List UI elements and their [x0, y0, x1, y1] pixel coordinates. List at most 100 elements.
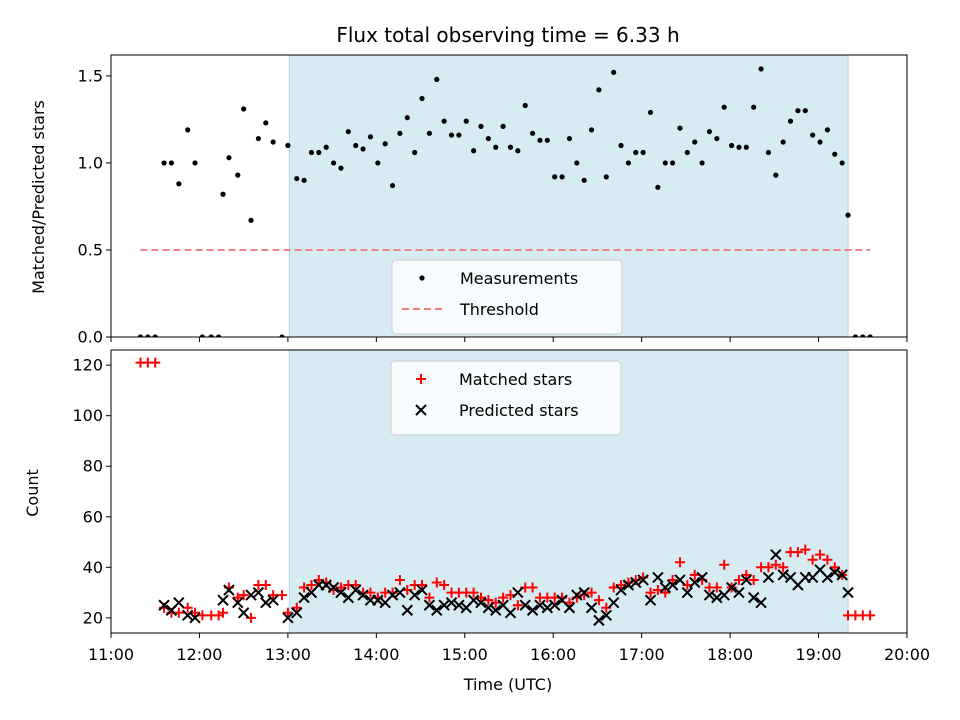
predicted-star-point [652, 571, 664, 584]
predicted-star-point [245, 589, 257, 601]
measurement-point [522, 102, 528, 109]
predicted-star-point [762, 571, 775, 584]
matched-star-point [792, 547, 803, 558]
matched-star-point [512, 600, 523, 611]
measurement-point [684, 149, 690, 156]
measurement-point [515, 148, 521, 154]
matched-star-point [586, 587, 597, 598]
measurement-point [507, 144, 514, 150]
y-tick-label: 40 [83, 558, 103, 577]
measurement-point [323, 144, 329, 150]
measurement-point [161, 160, 167, 166]
matched-star-point [748, 574, 759, 585]
matched-star-point [527, 582, 538, 593]
x-tick-label: 11:00 [88, 645, 134, 664]
measurement-point [137, 334, 144, 337]
matched-star-point [616, 579, 627, 590]
predicted-star-point [755, 596, 767, 609]
x-axis-label: Time (UTC) [463, 675, 552, 694]
measurement-point [780, 139, 786, 145]
measurement-point [412, 149, 418, 156]
legend-box [391, 259, 623, 335]
measurement-point [419, 95, 425, 102]
measurement-point [852, 334, 859, 337]
predicted-star-point [298, 591, 310, 604]
x-tick-label: 17:00 [619, 645, 665, 664]
predicted-star-point [571, 589, 583, 601]
measurement-point [692, 139, 698, 145]
predicted-star-point [181, 609, 194, 622]
measurement-point [588, 127, 595, 133]
matched-star-point [498, 592, 509, 603]
measurement-point [758, 66, 764, 72]
legend-box [390, 360, 622, 436]
measurement-point [537, 137, 543, 143]
measurement-point [677, 125, 683, 131]
measurement-point [721, 104, 727, 110]
measurement-point [345, 128, 351, 135]
predicted-star-point [423, 599, 436, 611]
measurement-point [736, 144, 742, 150]
measurement-point [397, 130, 403, 136]
measurement-point [308, 149, 315, 156]
x-tick-label: 15:00 [442, 645, 488, 664]
predicted-star-point [431, 604, 443, 616]
measurement-point [199, 334, 205, 337]
bottom-y-axis-label: Count [23, 469, 42, 517]
predicted-star-point [644, 594, 657, 606]
predicted-star-point [232, 596, 244, 609]
x-tick-label: 12:00 [176, 645, 222, 664]
measurement-point [596, 87, 602, 93]
matched-star-point [424, 592, 435, 603]
measurement-point [235, 172, 241, 178]
predicted-star-point [217, 594, 229, 606]
matched-star-point [608, 582, 619, 593]
matched-star-point [431, 577, 442, 588]
matched-star-point [483, 595, 494, 606]
measurement-point [787, 118, 794, 124]
matched-star-point [197, 610, 208, 621]
measurement-point [640, 149, 646, 156]
measurement-point [817, 139, 823, 145]
predicted-star-point [578, 586, 590, 599]
predicted-star-point [696, 571, 708, 584]
measurement-point [152, 334, 158, 337]
legend-label: Threshold [459, 300, 539, 319]
matched-star-point [674, 557, 685, 568]
matched-star-point [815, 549, 826, 560]
matched-star-point [865, 610, 876, 621]
matched-star-point [564, 597, 575, 608]
predicted-star-point [733, 586, 745, 599]
predicted-star-point [408, 589, 421, 601]
predicted-star-point [189, 612, 201, 624]
predicted-star-point [593, 614, 605, 627]
measurement-point [611, 69, 617, 76]
count-panel: 20 40 60 80 100 120 11:00 12:00 13:00 14:00 15:00 1… [72, 349, 930, 664]
predicted-star-point [372, 594, 384, 606]
predicted-star-point [526, 604, 539, 616]
matched-star-point [689, 569, 700, 580]
measurement-point [338, 165, 344, 171]
measurement-point [706, 128, 713, 135]
legend-label: Measurements [460, 269, 578, 288]
measurement-point [493, 144, 499, 150]
measurement-point [248, 217, 254, 223]
measurement-point [699, 160, 705, 166]
y-tick-label: 100 [72, 406, 103, 425]
measurement-point [810, 132, 816, 138]
predicted-star-point [659, 581, 671, 594]
predicted-star-point [777, 569, 789, 581]
predicted-star-point [445, 596, 458, 609]
predicted-star-point [770, 548, 782, 561]
measurement-point [220, 191, 226, 197]
predicted-star-point [267, 594, 279, 606]
matched-star-point [770, 559, 781, 570]
predicted-star-point [252, 586, 265, 599]
x-tick-label: 19:00 [796, 645, 842, 664]
measurement-point [485, 135, 491, 142]
matched-star-point [190, 607, 201, 618]
measurement-point [255, 135, 262, 142]
matched-star-point [807, 554, 818, 565]
measurement-point [145, 334, 151, 337]
matched-star-point [394, 574, 405, 585]
